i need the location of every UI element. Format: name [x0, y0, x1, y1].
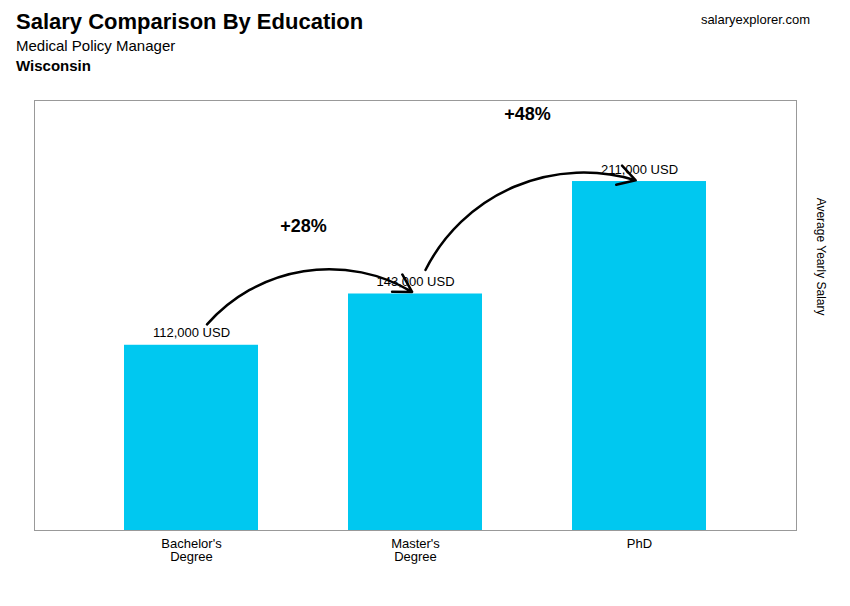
- svg-text:Master'sDegree: Master'sDegree: [391, 536, 440, 564]
- svg-text:211,000 USD: 211,000 USD: [601, 161, 678, 177]
- svg-text:Average Yearly Salary: Average Yearly Salary: [814, 198, 828, 316]
- svg-text:112,000 USD: 112,000 USD: [153, 325, 230, 340]
- html-text:Wisconsin: Wisconsin: [16, 57, 91, 74]
- svg-text:+28%: +28%: [280, 216, 327, 236]
- html-text:Medical Policy Manager: Medical Policy Manager: [16, 37, 176, 54]
- svg-text:+48%: +48%: [504, 104, 551, 124]
- svg-text:143,000 USD: 143,000 USD: [376, 274, 455, 289]
- html-text:salaryexplorer.com: salaryexplorer.com: [700, 12, 810, 27]
- html-text:Salary Comparison By Education: Salary Comparison By Education: [16, 9, 364, 34]
- svg-text:Bachelor'sDegree: Bachelor'sDegree: [161, 536, 222, 564]
- svg-text:PhD: PhD: [627, 536, 652, 551]
